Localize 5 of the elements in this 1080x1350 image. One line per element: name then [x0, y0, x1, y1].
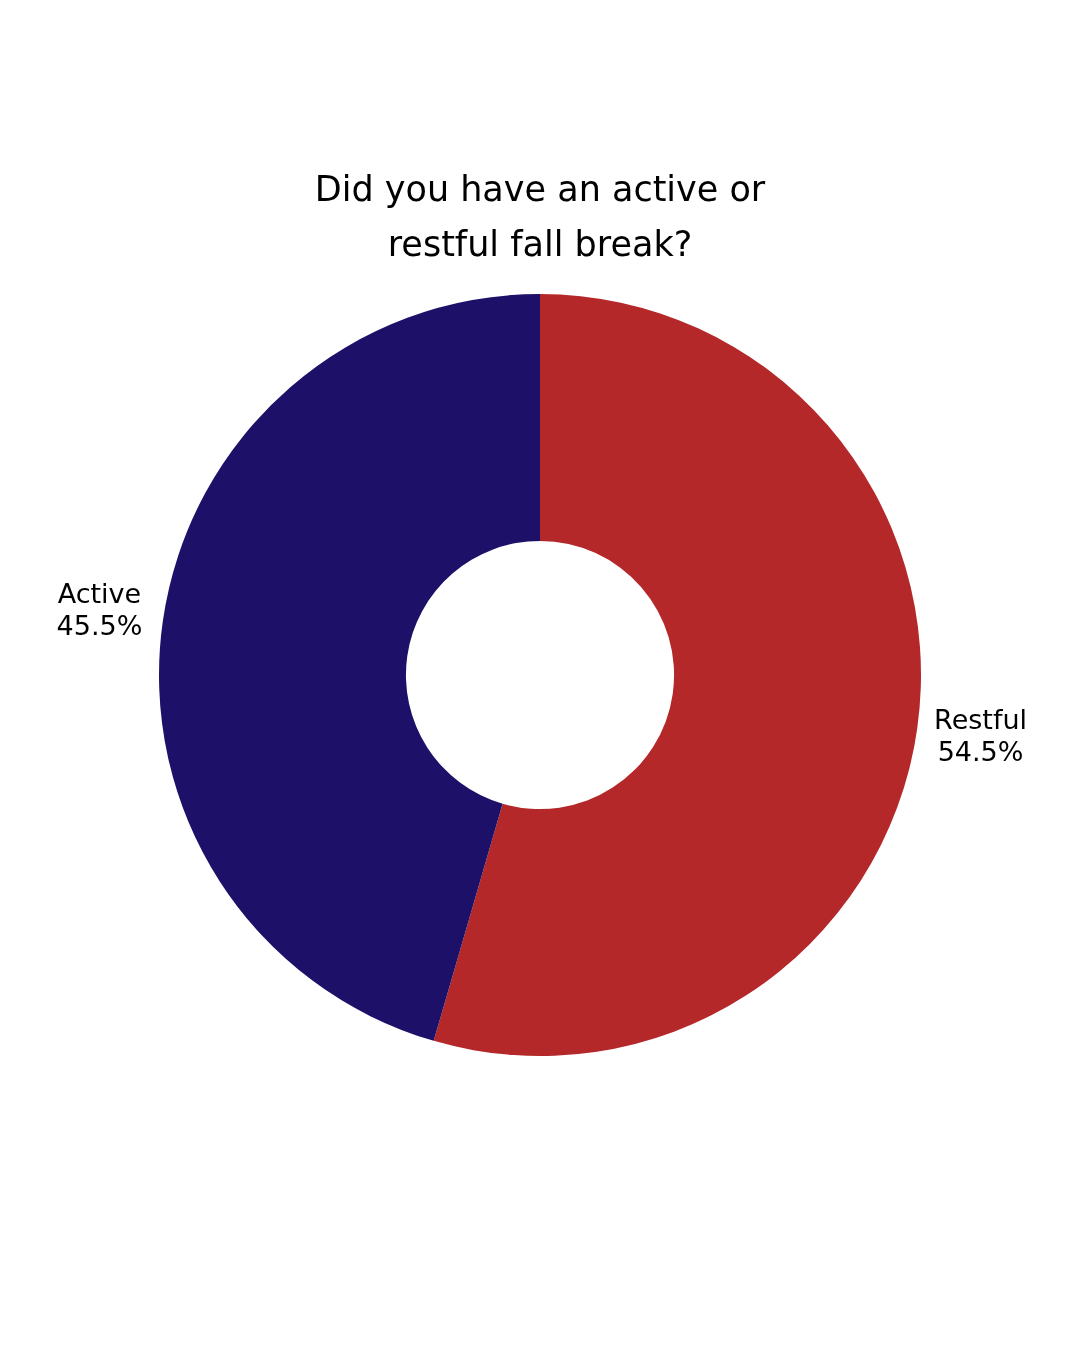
data-label: 54.5%: [937, 735, 1024, 767]
data-label: 45.5%: [56, 610, 143, 642]
slice-label: Active: [57, 578, 142, 610]
chart-title: Did you have an active or restful fall break?: [313, 168, 767, 266]
slice-label: Restful: [934, 703, 1028, 735]
